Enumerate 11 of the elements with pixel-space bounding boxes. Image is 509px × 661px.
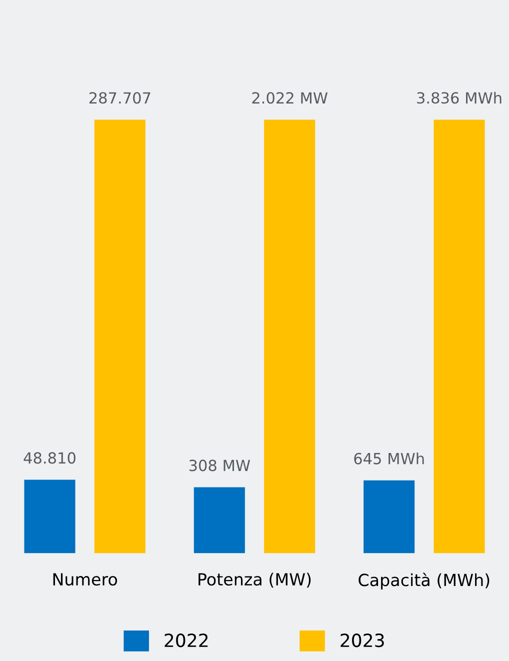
data-label: 3.836 MWh xyxy=(417,92,502,104)
x-tick-label: Potenza (MW) xyxy=(198,572,311,588)
data-label: 48.810 xyxy=(24,452,76,464)
x-tick-label: Numero xyxy=(53,573,118,586)
data-label: 308 MW xyxy=(189,460,250,472)
legend-label: 2022 xyxy=(164,634,208,648)
x-tick-label: Capacità (MWh) xyxy=(358,572,490,590)
legend-label: 2023 xyxy=(340,634,384,648)
data-label: 645 MWh xyxy=(354,452,424,464)
data-label: 2.022 MW xyxy=(252,92,328,104)
data-label: 287.707 xyxy=(89,92,150,104)
